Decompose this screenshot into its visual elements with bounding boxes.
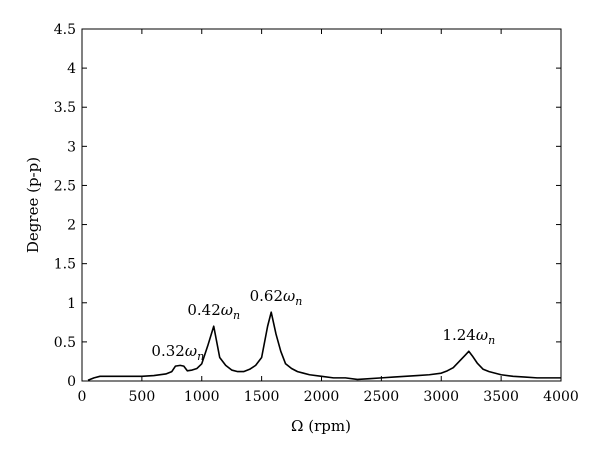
y-tick-label: 3.5: [54, 100, 76, 116]
plot-frame: [81, 28, 562, 382]
series-line: [87, 311, 561, 381]
peak-annotations: 0.32ωn 0.42ωn 0.62ωn 1.24ωn: [151, 287, 495, 363]
y-tick-label: 2: [67, 218, 76, 234]
x-tick-label: 2000: [304, 389, 340, 405]
x-tick-label: 2500: [364, 389, 400, 405]
x-tick-label: 1500: [244, 389, 280, 405]
y-tick-label: 4.5: [54, 22, 76, 38]
peak-label: 0.32ωn: [151, 342, 204, 363]
peak-label: 0.62ωn: [250, 287, 303, 308]
y-axis-title: Degree (p-p): [24, 157, 42, 253]
y-tick-label: 2.5: [54, 178, 76, 194]
x-tick-label: 4000: [543, 389, 579, 405]
x-tick-label: 3000: [423, 389, 459, 405]
x-axis-title: Ω (rpm): [291, 417, 351, 435]
y-tick-label: 1: [67, 296, 76, 312]
y-tick-label: 1.5: [54, 257, 76, 273]
x-tick-label: 3500: [483, 389, 519, 405]
axis-ticks: [81, 28, 562, 382]
y-tick-label: 0: [67, 374, 76, 390]
peak-label: 0.42ωn: [187, 301, 240, 322]
y-tick-label: 4: [67, 61, 76, 77]
x-tick-label: 0: [78, 389, 87, 405]
x-tick-label: 1000: [184, 389, 220, 405]
tick-labels: 0 500 1000 1500 2000 2500 3000 3500 4000 0 0.5 1 1.5…: [54, 22, 579, 405]
peak-label: 1.24ωn: [442, 326, 495, 347]
y-tick-label: 3: [67, 139, 76, 155]
y-tick-label: 0.5: [54, 335, 76, 351]
x-tick-label: 500: [129, 389, 156, 405]
